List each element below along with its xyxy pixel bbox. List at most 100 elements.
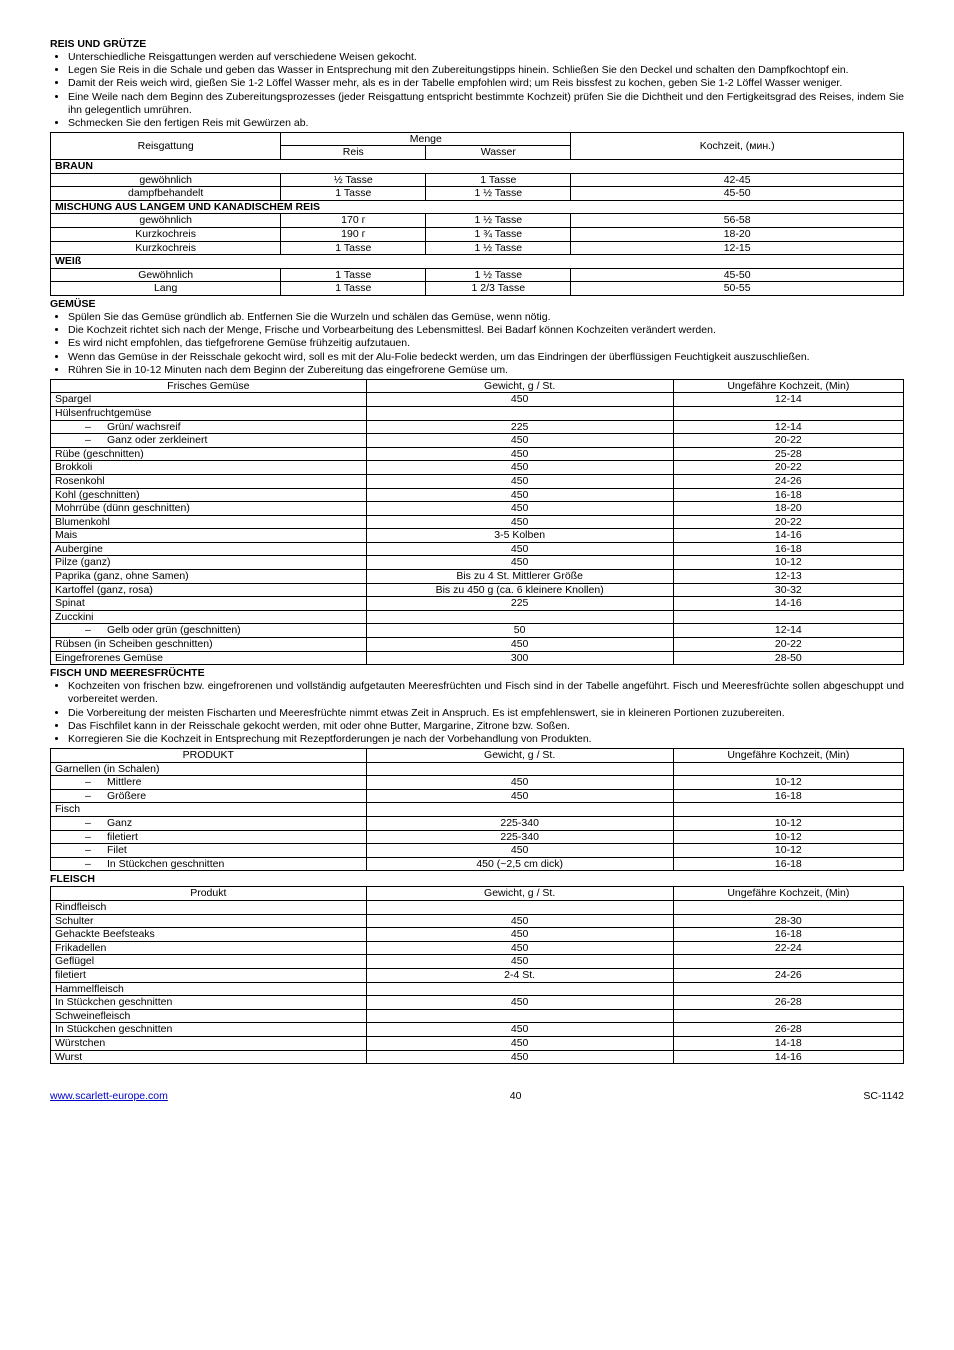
cell: 450 bbox=[366, 474, 673, 488]
cell: 1 ¾ Tasse bbox=[426, 228, 571, 242]
cell: Gelb oder grün (geschnitten) bbox=[51, 624, 367, 638]
cell: Gewöhnlich bbox=[51, 268, 281, 282]
cell: 28-50 bbox=[673, 651, 903, 665]
cell: Zucckini bbox=[51, 610, 367, 624]
cell: 225-340 bbox=[366, 830, 673, 844]
cell: dampfbehandelt bbox=[51, 187, 281, 201]
cell: Lang bbox=[51, 282, 281, 296]
cell: 14-16 bbox=[673, 597, 903, 611]
table-reis: Reisgattung Menge Kochzeit, (мин.) Reis … bbox=[50, 132, 904, 296]
th: Produkt bbox=[51, 887, 367, 901]
th-time: Kochzeit, (мин.) bbox=[571, 132, 904, 159]
heading-reis: REIS UND GRÜTZE bbox=[50, 38, 904, 51]
cell: Mittlere bbox=[51, 776, 367, 790]
cell: Ganz oder zerkleinert bbox=[51, 434, 367, 448]
cell: Brokkoli bbox=[51, 461, 367, 475]
cell: In Stückchen geschnitten bbox=[51, 1023, 367, 1037]
cell: 450 bbox=[366, 776, 673, 790]
cell: 1 Tasse bbox=[426, 173, 571, 187]
cell: Filet bbox=[51, 844, 367, 858]
cell: 450 bbox=[366, 844, 673, 858]
bullet-item: Die Vorbereitung der meisten Fischarten … bbox=[68, 707, 904, 720]
th: Gewicht, g / St. bbox=[366, 887, 673, 901]
cell: 1 ½ Tasse bbox=[426, 214, 571, 228]
th: Ungefähre Kochzeit, (Min) bbox=[673, 748, 903, 762]
cell: 2-4 St. bbox=[366, 969, 673, 983]
cell: Schulter bbox=[51, 914, 367, 928]
cell bbox=[673, 955, 903, 969]
bullets-reis: Unterschiedliche Reisgattungen werden au… bbox=[50, 51, 904, 130]
bullet-item: Spülen Sie das Gemüse gründlich ab. Entf… bbox=[68, 311, 904, 324]
cell bbox=[673, 610, 903, 624]
cell bbox=[366, 982, 673, 996]
cell: Hülsenfruchtgemüse bbox=[51, 406, 367, 420]
cell: 1 2/3 Tasse bbox=[426, 282, 571, 296]
cell: 18-20 bbox=[673, 502, 903, 516]
bullets-fisch: Kochzeiten von frischen bzw. eingefroren… bbox=[50, 680, 904, 746]
cell bbox=[673, 1009, 903, 1023]
cell: Gehackte Beefsteaks bbox=[51, 928, 367, 942]
bullet-item: Das Fischfilet kann in der Reisschale ge… bbox=[68, 720, 904, 733]
cell: 1 Tasse bbox=[281, 187, 426, 201]
cell: Pilze (ganz) bbox=[51, 556, 367, 570]
cell: Rindfleisch bbox=[51, 901, 367, 915]
cell: 24-26 bbox=[673, 969, 903, 983]
footer-link[interactable]: www.scarlett-europe.com bbox=[50, 1090, 168, 1103]
cell: 12-14 bbox=[673, 420, 903, 434]
cell: Mohrrübe (dünn geschnitten) bbox=[51, 502, 367, 516]
cell: 170 г bbox=[281, 214, 426, 228]
cell: 16-18 bbox=[673, 789, 903, 803]
cell: 16-18 bbox=[673, 542, 903, 556]
cell: 450 bbox=[366, 928, 673, 942]
cell: Aubergine bbox=[51, 542, 367, 556]
cell: 10-12 bbox=[673, 816, 903, 830]
cell: 450 bbox=[366, 461, 673, 475]
cell: 16-18 bbox=[673, 928, 903, 942]
cell: 450 bbox=[366, 941, 673, 955]
cell: Kurzkochreis bbox=[51, 228, 281, 242]
cell: Hammelfleisch bbox=[51, 982, 367, 996]
heading-fisch: FISCH UND MEERESFRÜCHTE bbox=[50, 667, 904, 680]
cell: 450 bbox=[366, 447, 673, 461]
cell: 45-50 bbox=[571, 268, 904, 282]
cell: 16-18 bbox=[673, 488, 903, 502]
cell: Grün/ wachsreif bbox=[51, 420, 367, 434]
cell: Bis zu 4 St. Mittlerer Größe bbox=[366, 570, 673, 584]
cell: 20-22 bbox=[673, 461, 903, 475]
table-gemuese: Frisches Gemüse Gewicht, g / St. Ungefäh… bbox=[50, 379, 904, 665]
cell: In Stückchen geschnitten bbox=[51, 857, 367, 871]
cell: 30-32 bbox=[673, 583, 903, 597]
reis-s2: MISCHUNG AUS LANGEM UND KANADISCHEM REIS bbox=[51, 200, 904, 214]
bullet-item: Korregieren Sie die Kochzeit in Entsprec… bbox=[68, 733, 904, 746]
cell: In Stückchen geschnitten bbox=[51, 996, 367, 1010]
cell: Rosenkohl bbox=[51, 474, 367, 488]
reis-s1: BRAUN bbox=[51, 160, 904, 174]
th: Ungefähre Kochzeit, (Min) bbox=[673, 379, 903, 393]
cell: 1 Tasse bbox=[281, 241, 426, 255]
cell: Ganz bbox=[51, 816, 367, 830]
cell: Blumenkohl bbox=[51, 515, 367, 529]
cell bbox=[366, 762, 673, 776]
cell: 10-12 bbox=[673, 830, 903, 844]
bullet-item: Wenn das Gemüse in der Reisschale gekoch… bbox=[68, 351, 904, 364]
cell: 225 bbox=[366, 420, 673, 434]
cell: 20-22 bbox=[673, 434, 903, 448]
th-water: Wasser bbox=[426, 146, 571, 160]
bullet-item: Es wird nicht empfohlen, das tiefgefrore… bbox=[68, 337, 904, 350]
cell: 190 г bbox=[281, 228, 426, 242]
cell: 12-14 bbox=[673, 624, 903, 638]
cell: Schweinefleisch bbox=[51, 1009, 367, 1023]
cell: 12-15 bbox=[571, 241, 904, 255]
cell: Bis zu 450 g (ca. 6 kleinere Knollen) bbox=[366, 583, 673, 597]
cell: Mais bbox=[51, 529, 367, 543]
cell: 450 bbox=[366, 515, 673, 529]
cell bbox=[366, 901, 673, 915]
cell: Wurst bbox=[51, 1050, 367, 1064]
cell: Rübsen (in Scheiben geschnitten) bbox=[51, 638, 367, 652]
cell: 1 ½ Tasse bbox=[426, 268, 571, 282]
cell: 450 bbox=[366, 789, 673, 803]
cell: 450 (~2,5 cm dick) bbox=[366, 857, 673, 871]
cell: Eingefrorenes Gemüse bbox=[51, 651, 367, 665]
th: PRODUKT bbox=[51, 748, 367, 762]
cell: Spargel bbox=[51, 393, 367, 407]
